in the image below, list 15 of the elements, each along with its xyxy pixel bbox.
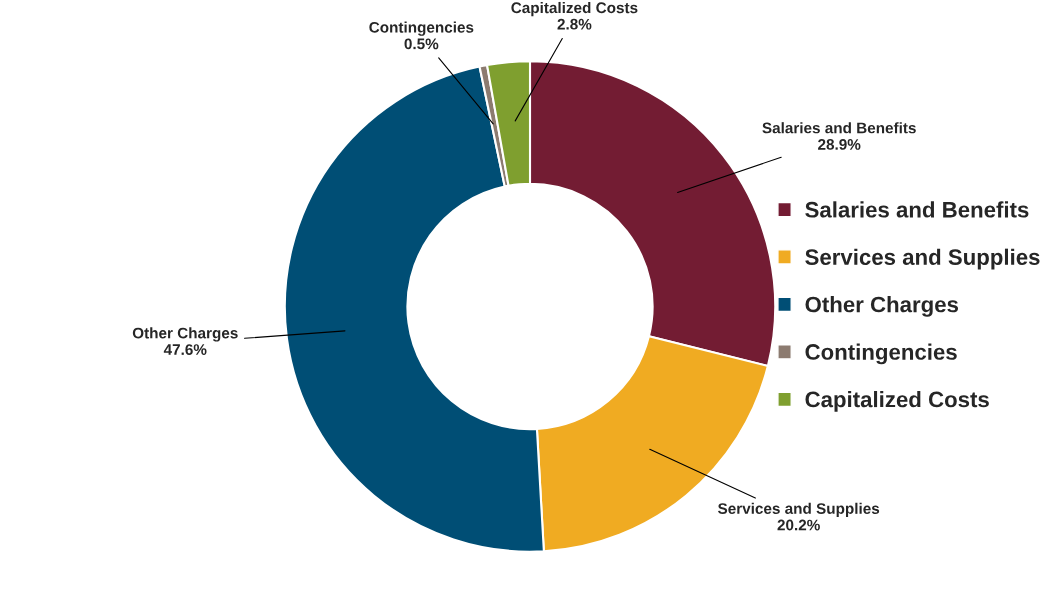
- data-label: 28.9%: [818, 139, 861, 150]
- slice-label: Capitalized Costs: [511, 1, 638, 17]
- legend-label: Salaries and Benefits: [805, 201, 1029, 218]
- data-label: 47.6%: [163, 344, 207, 355]
- legend-label: Other Charges: [805, 296, 959, 317]
- legend-label: Capitalized Costs: [805, 391, 989, 412]
- slice-label: Other Charges: [132, 327, 238, 342]
- data-label: 0.5%: [404, 38, 439, 50]
- legend-label: Contingencies: [805, 343, 957, 365]
- slice-label: Contingencies: [369, 21, 474, 36]
- legend-label: Services and Supplies: [805, 248, 1040, 270]
- slice-label: Salaries and Benefits: [762, 122, 916, 134]
- data-label: 2.8%: [557, 18, 592, 30]
- data-label: 20.2%: [777, 519, 820, 531]
- slice-label: Services and Supplies: [717, 502, 880, 517]
